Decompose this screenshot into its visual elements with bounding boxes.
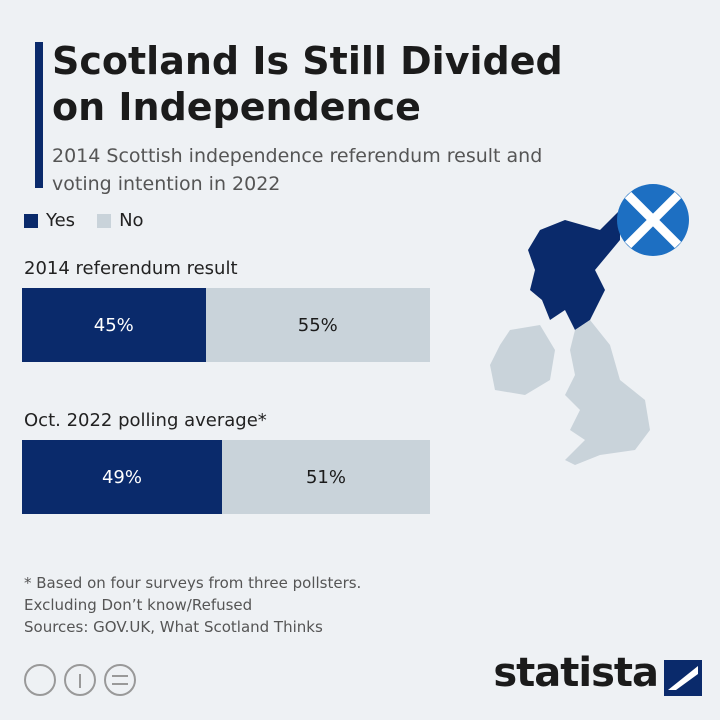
notes: * Based on four surveys from three polls… [24,572,361,638]
uk-map [490,184,689,465]
bar-segment: 45% [22,288,206,362]
bar-segment: 49% [22,440,222,514]
legend-label: No [119,210,144,231]
bar-track: 49% 51% [22,440,430,514]
category-label: 2014 referendum result [24,258,238,279]
legend-swatch [97,213,112,228]
category-label: Oct. 2022 polling average* [24,410,267,431]
note: Sources: GOV.UK, What Scotland Thinks [24,618,323,636]
legend-entry: No [97,210,144,231]
brand: statista [493,650,659,696]
legend-swatch [24,213,38,228]
note: Excluding Don’t know/Refused [24,596,253,614]
value-label: 49% [101,466,142,488]
value-label: 45% [93,314,134,336]
scotland [528,210,620,330]
chart-subtitle: 2014 Scottish independence referendum re… [52,145,543,195]
value-label: 55% [297,314,338,336]
brand-logo [664,660,702,696]
note: * Based on four surveys from three polls… [24,574,362,592]
legend: Yes No [24,210,144,231]
accent-bar [35,42,43,188]
legend-label: Yes [46,210,76,231]
england-wales [565,320,650,465]
ireland [490,325,555,395]
chart-title: Scotland Is Still Divided on Independenc… [52,39,563,129]
bar-segment: 55% [205,288,430,362]
value-label: 51% [305,466,346,488]
bar-segment: 51% [221,440,430,514]
bar-track: 45% 55% [22,288,430,362]
license-icons [24,664,136,696]
saltire [624,191,682,249]
legend-entry: Yes [24,210,75,231]
